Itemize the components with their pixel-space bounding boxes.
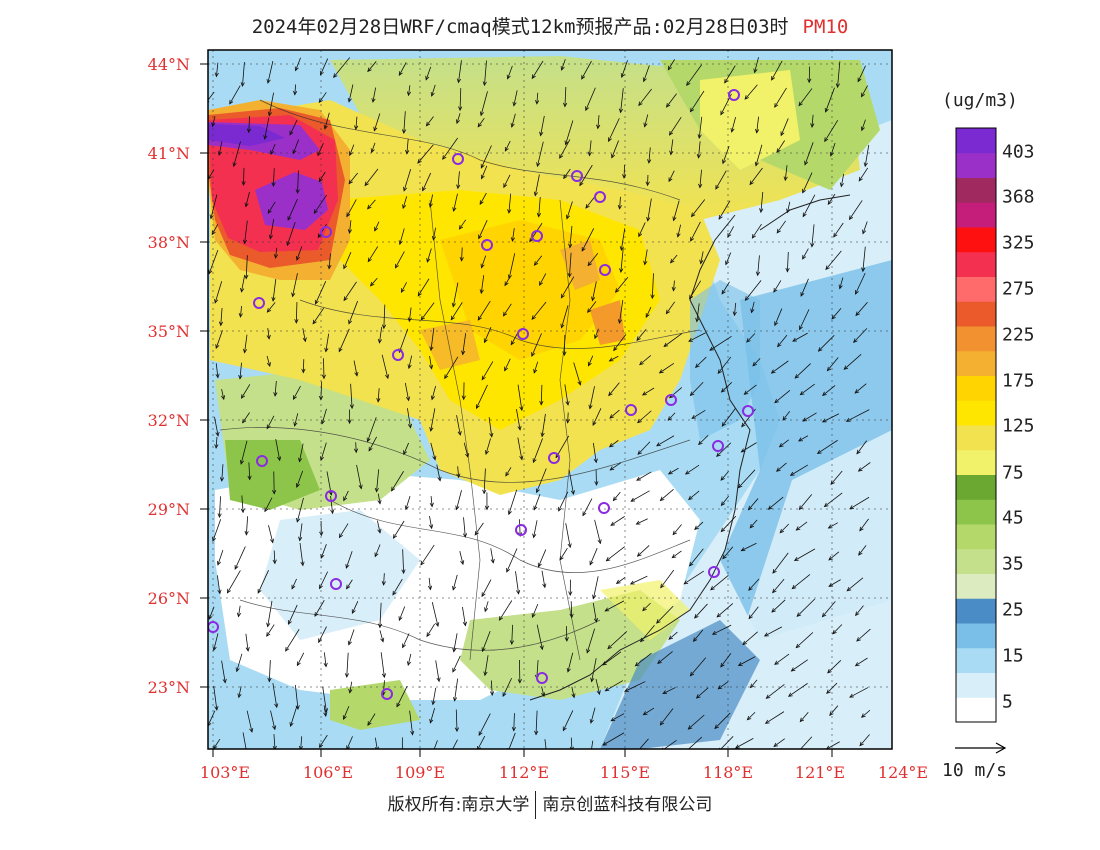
lat-label: 35°N	[147, 322, 190, 341]
lat-label: 26°N	[147, 589, 190, 608]
lat-label: 38°N	[147, 233, 190, 252]
colorbar-swatch	[956, 227, 996, 253]
footer-divider	[535, 791, 537, 819]
colorbar-swatch	[956, 474, 996, 500]
map-frame	[207, 49, 893, 750]
city-marker	[208, 621, 219, 633]
lat-label: 44°N	[147, 55, 190, 74]
company-name: 南京创蓝科技有限公司	[542, 795, 713, 815]
city-markers	[208, 89, 754, 700]
lon-label: 121°E	[794, 763, 846, 782]
colorbar-swatch	[956, 548, 996, 574]
map-title: 2024年02月28日WRF/cmaq模式12km预报产品:02月28日03时 P…	[0, 12, 1100, 39]
colorbar-swatch	[956, 647, 996, 673]
colorbar-unit: (ug/m3)	[942, 90, 1018, 111]
colorbar-swatch	[956, 573, 996, 599]
city-marker	[320, 226, 332, 238]
product-label: PM10	[802, 16, 849, 38]
city-marker	[452, 153, 464, 165]
colorbar-swatch	[956, 697, 996, 723]
city-marker	[515, 524, 527, 536]
lat-label: 32°N	[147, 411, 190, 430]
colorbar-swatch	[956, 326, 996, 352]
colorbar-tick-label: 403	[1002, 141, 1035, 163]
colorbar-tick-label: 5	[1002, 691, 1013, 713]
wind-reference-arrow	[955, 742, 1007, 754]
lon-label: 106°E	[302, 763, 354, 782]
colorbar-swatch	[956, 251, 996, 277]
colorbar-tick-label: 25	[1002, 599, 1024, 621]
colorbar-swatch	[956, 449, 996, 475]
colorbar-swatch	[956, 672, 996, 698]
lat-label: 41°N	[147, 144, 190, 163]
title-text: 2024年02月28日WRF/cmaq模式12km预报产品:02月28日03时	[251, 16, 789, 38]
city-marker	[728, 89, 740, 101]
lat-label: 23°N	[147, 678, 190, 697]
colorbar-swatch	[956, 202, 996, 228]
colorbar-swatch	[956, 177, 996, 203]
city-marker	[253, 297, 265, 309]
city-marker	[571, 170, 583, 182]
city-marker	[381, 688, 393, 700]
city-marker	[599, 264, 611, 276]
colorbar-tick-label: 325	[1002, 232, 1035, 254]
colorbar-swatch	[956, 128, 996, 154]
colorbar-tick-label: 275	[1002, 278, 1035, 300]
colorbar-tick-label: 45	[1002, 507, 1024, 529]
wind-vectors	[208, 57, 871, 749]
city-marker	[517, 328, 529, 340]
lon-label: 112°E	[498, 763, 550, 782]
lon-label: 124°E	[877, 763, 929, 782]
city-marker	[742, 405, 754, 417]
colorbar-tick-label: 15	[1002, 645, 1024, 667]
copyright-text: 版权所有:南京大学	[387, 795, 530, 815]
city-marker	[548, 452, 560, 464]
city-marker	[256, 455, 268, 467]
colorbar-swatch	[956, 301, 996, 327]
lon-label: 103°E	[199, 763, 251, 782]
colorbar-swatch	[956, 499, 996, 525]
city-marker	[712, 440, 724, 452]
city-marker	[536, 672, 548, 684]
colorbar-swatch	[956, 152, 996, 178]
city-marker	[598, 502, 610, 514]
city-marker	[665, 394, 677, 406]
colorbar-tick-label: 35	[1002, 553, 1024, 575]
lon-label: 118°E	[702, 763, 754, 782]
colorbar-swatch	[956, 623, 996, 649]
city-marker	[594, 191, 606, 203]
city-marker	[392, 349, 404, 361]
copyright-footer: 版权所有:南京大学 南京创蓝科技有限公司	[0, 790, 1100, 819]
city-marker	[481, 239, 493, 251]
city-marker	[325, 490, 337, 502]
colorbar-tick-label: 175	[1002, 370, 1035, 392]
colorbar-swatch	[956, 276, 996, 302]
colorbar-swatch	[956, 598, 996, 624]
pm10-colorbar	[956, 128, 996, 723]
colorbar-swatch	[956, 400, 996, 426]
city-marker	[330, 578, 342, 590]
lon-label: 109°E	[394, 763, 446, 782]
city-marker	[625, 404, 637, 416]
colorbar-tick-label: 225	[1002, 324, 1035, 346]
lon-label: 115°E	[599, 763, 651, 782]
wind-reference-label: 10 m/s	[942, 760, 1008, 781]
colorbar-swatch	[956, 524, 996, 550]
city-marker	[531, 230, 543, 242]
lat-label: 29°N	[147, 500, 190, 519]
colorbar-tick-label: 368	[1002, 186, 1035, 208]
colorbar-swatch	[956, 375, 996, 401]
colorbar-tick-label: 125	[1002, 415, 1035, 437]
colorbar-swatch	[956, 425, 996, 451]
pm10-field	[208, 50, 892, 749]
colorbar-tick-label: 75	[1002, 462, 1024, 484]
colorbar-swatch	[956, 350, 996, 376]
city-marker	[708, 566, 720, 578]
